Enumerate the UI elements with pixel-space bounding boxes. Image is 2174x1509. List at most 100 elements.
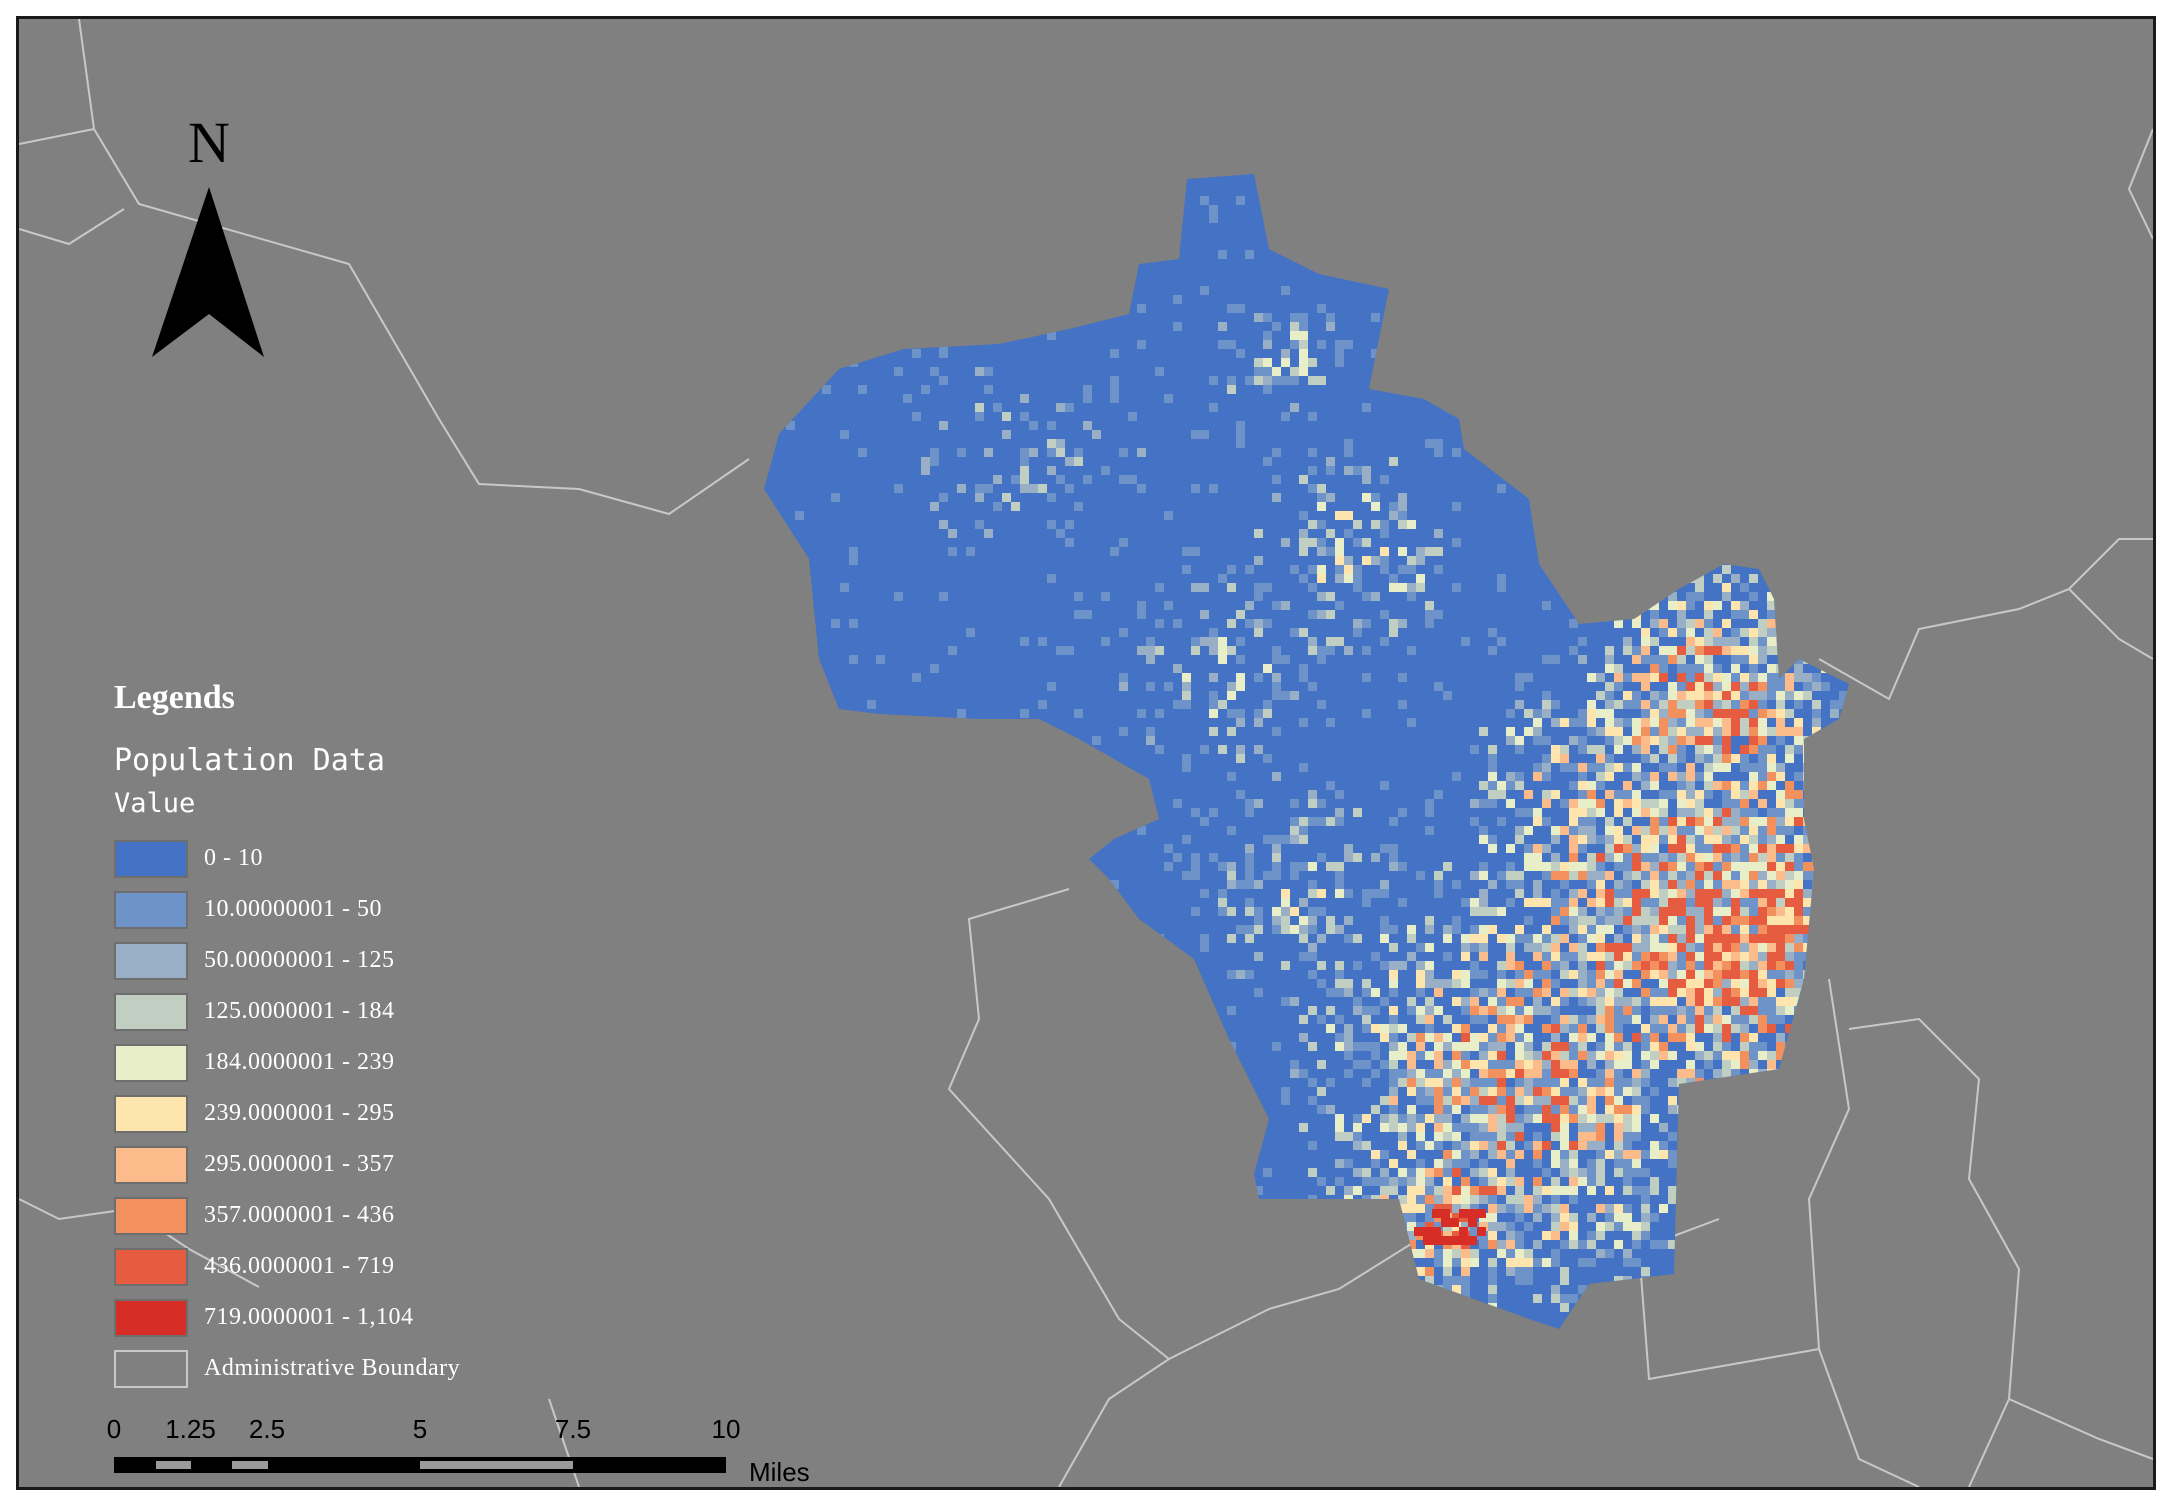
raster-cell [1686, 799, 1695, 808]
raster-cell [1758, 1240, 1767, 1249]
raster-cell [1830, 871, 1839, 880]
raster-cell [1713, 817, 1722, 826]
raster-cell [1083, 385, 1092, 394]
raster-cell [1263, 700, 1272, 709]
raster-cell [1164, 943, 1173, 952]
raster-cell [1794, 673, 1803, 682]
raster-cell [1164, 844, 1173, 853]
raster-cell [1605, 1213, 1614, 1222]
raster-cell [1605, 691, 1614, 700]
raster-cell [1722, 817, 1731, 826]
raster-cell [786, 610, 795, 619]
raster-cell [1659, 718, 1668, 727]
raster-cell [1803, 943, 1812, 952]
raster-cell [1020, 259, 1029, 268]
raster-cell [1380, 844, 1389, 853]
raster-cell [1650, 952, 1659, 961]
raster-cell [1074, 1330, 1083, 1339]
raster-cell [1812, 952, 1821, 961]
raster-cell [1623, 979, 1632, 988]
raster-cell [1722, 745, 1731, 754]
raster-cell [1731, 709, 1740, 718]
raster-cell [1533, 970, 1542, 979]
raster-cell [894, 367, 903, 376]
raster-cell [1227, 1006, 1236, 1015]
raster-cell [1542, 898, 1551, 907]
raster-cell [1767, 1078, 1776, 1087]
raster-cell [1641, 1195, 1650, 1204]
raster-cell [1839, 1033, 1848, 1042]
raster-cell [1650, 988, 1659, 997]
raster-cell [1578, 889, 1587, 898]
raster-cell [1470, 799, 1479, 808]
raster-cell [1614, 1168, 1623, 1177]
raster-cell [1317, 934, 1326, 943]
raster-cell [1722, 700, 1731, 709]
raster-cell [1441, 1218, 1450, 1227]
raster-cell [1587, 853, 1596, 862]
raster-cell [1839, 844, 1848, 853]
raster-cell [1254, 952, 1263, 961]
raster-cell [1758, 655, 1767, 664]
raster-cell [1281, 835, 1290, 844]
raster-cell [1632, 331, 1641, 340]
raster-cell [1785, 673, 1794, 682]
raster-cell [1596, 808, 1605, 817]
raster-cell [1569, 826, 1578, 835]
raster-cell [1605, 997, 1614, 1006]
raster-cell [1632, 916, 1641, 925]
raster-cell [1470, 997, 1479, 1006]
raster-cell [1245, 619, 1254, 628]
raster-cell [1695, 1015, 1704, 1024]
raster-cell [1659, 1141, 1668, 1150]
raster-cell [1659, 709, 1668, 718]
raster-cell [1587, 997, 1596, 1006]
raster-cell [1605, 835, 1614, 844]
raster-cell [1245, 601, 1254, 610]
raster-cell [1515, 1015, 1524, 1024]
raster-cell [1020, 223, 1029, 232]
raster-cell [1272, 682, 1281, 691]
raster-cell [1632, 1159, 1641, 1168]
raster-cell [1389, 1285, 1398, 1294]
raster-cell [1461, 1024, 1470, 1033]
raster-cell [1470, 1006, 1479, 1015]
raster-cell [1677, 754, 1686, 763]
raster-cell [1452, 979, 1461, 988]
raster-cell [1731, 574, 1740, 583]
raster-cell [1218, 574, 1227, 583]
raster-cell [1011, 862, 1020, 871]
raster-cell [1146, 736, 1155, 745]
raster-cell [1281, 376, 1290, 385]
raster-cell [1758, 619, 1767, 628]
raster-cell [1758, 880, 1767, 889]
raster-cell [1344, 979, 1353, 988]
raster-cell [1704, 646, 1713, 655]
raster-cell [1200, 934, 1209, 943]
raster-cell [1479, 1240, 1488, 1249]
raster-cell [1542, 700, 1551, 709]
raster-cell [1254, 376, 1263, 385]
raster-cell [1470, 1042, 1479, 1051]
raster-cell [1569, 781, 1578, 790]
raster-cell [1245, 934, 1254, 943]
raster-cell [1227, 385, 1236, 394]
raster-cell [1857, 898, 1866, 907]
boundary-line [2068, 588, 2153, 660]
raster-cell [804, 268, 813, 277]
raster-cell [1479, 871, 1488, 880]
raster-cell [1398, 1294, 1407, 1303]
raster-cell [1479, 781, 1488, 790]
raster-cell [1776, 961, 1785, 970]
raster-cell [1722, 1051, 1731, 1060]
raster-cell [1695, 961, 1704, 970]
raster-cell [1605, 736, 1614, 745]
raster-cell [1317, 799, 1326, 808]
raster-cell [1713, 907, 1722, 916]
raster-cell [1650, 1177, 1659, 1186]
raster-cell [1614, 727, 1623, 736]
raster-cell [1110, 880, 1119, 889]
raster-cell [1110, 376, 1119, 385]
raster-cell [1578, 862, 1587, 871]
raster-cell [1677, 943, 1686, 952]
